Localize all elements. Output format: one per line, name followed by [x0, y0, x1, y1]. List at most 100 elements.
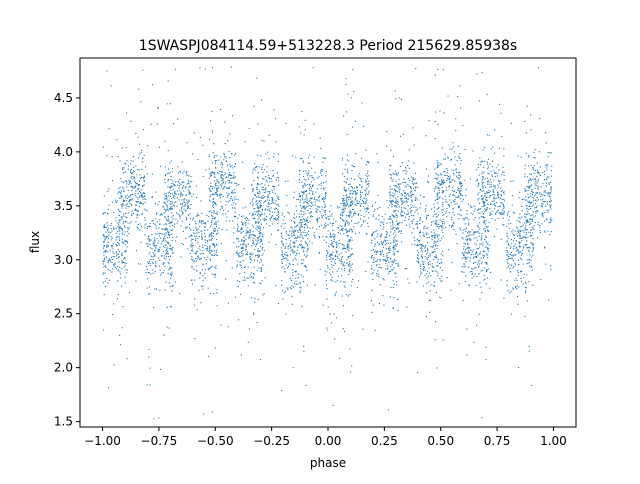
data-point [158, 257, 160, 259]
data-point [117, 235, 119, 237]
data-point [350, 285, 352, 287]
data-point [299, 205, 301, 207]
data-point [375, 231, 377, 233]
data-point [337, 207, 339, 209]
data-point [354, 191, 356, 193]
data-point [484, 278, 486, 280]
data-point [258, 233, 260, 235]
data-point [345, 181, 347, 183]
data-point [252, 204, 254, 206]
data-point [444, 171, 446, 173]
data-point [353, 187, 355, 189]
data-point [103, 225, 105, 227]
data-point [528, 345, 530, 347]
data-point [207, 241, 209, 243]
data-point [212, 217, 214, 219]
data-point [325, 280, 327, 282]
data-point [513, 248, 515, 250]
data-point [396, 224, 398, 226]
data-point [185, 202, 187, 204]
data-point [210, 175, 212, 177]
data-point [176, 184, 178, 186]
data-point [186, 173, 188, 175]
data-point [209, 258, 211, 260]
data-point [287, 234, 289, 236]
data-point [470, 249, 472, 251]
data-point [427, 263, 429, 265]
data-point [102, 273, 104, 275]
data-point [212, 193, 214, 195]
data-point [265, 153, 267, 155]
data-point [120, 178, 122, 180]
data-point [176, 236, 178, 238]
data-point [451, 169, 453, 171]
data-point [379, 267, 381, 269]
data-point [144, 219, 146, 221]
data-point [261, 213, 263, 215]
data-point [435, 213, 437, 215]
data-point [496, 191, 498, 193]
data-point [296, 230, 298, 232]
data-point [259, 229, 261, 231]
data-point [417, 186, 419, 188]
data-point [500, 212, 502, 214]
data-point [166, 326, 168, 328]
data-point [189, 208, 191, 210]
data-point [508, 219, 510, 221]
data-point [351, 365, 353, 367]
data-point [241, 228, 243, 230]
data-point [380, 235, 382, 237]
data-point [160, 233, 162, 235]
data-point [210, 172, 212, 174]
data-point [348, 264, 350, 266]
data-point [393, 173, 395, 175]
data-point [442, 339, 444, 341]
data-point [242, 230, 244, 232]
data-point [327, 216, 329, 218]
data-point [152, 258, 154, 260]
data-point [111, 256, 113, 258]
data-point [516, 279, 518, 281]
data-point [487, 177, 489, 179]
data-point [361, 192, 363, 194]
data-point [223, 158, 225, 160]
data-point [526, 263, 528, 265]
data-point [282, 242, 284, 244]
data-point [108, 258, 110, 260]
data-point [348, 273, 350, 275]
data-point [350, 177, 352, 179]
data-point [159, 223, 161, 225]
data-point [306, 218, 308, 220]
data-point [444, 195, 446, 197]
data-point [460, 194, 462, 196]
data-point [343, 261, 345, 263]
data-point [207, 247, 209, 249]
data-point [550, 190, 552, 192]
data-point [183, 201, 185, 203]
data-point [392, 233, 394, 235]
data-point [219, 208, 221, 210]
data-point [431, 270, 433, 272]
data-point [497, 192, 499, 194]
data-point [348, 240, 350, 242]
data-point [300, 244, 302, 246]
data-point [124, 269, 126, 271]
data-point [235, 203, 237, 205]
data-point [184, 205, 186, 207]
data-point [389, 248, 391, 250]
data-point [172, 252, 174, 254]
data-point [199, 221, 201, 223]
data-point [443, 158, 445, 160]
data-point [140, 101, 142, 103]
data-point [371, 234, 373, 236]
data-point [237, 223, 239, 225]
data-point [141, 195, 143, 197]
data-point [452, 142, 454, 144]
data-point [188, 190, 190, 192]
data-point [131, 214, 133, 216]
data-point [407, 198, 409, 200]
data-point [124, 163, 126, 165]
data-point [482, 149, 484, 151]
data-point [211, 188, 213, 190]
data-point [237, 225, 239, 227]
